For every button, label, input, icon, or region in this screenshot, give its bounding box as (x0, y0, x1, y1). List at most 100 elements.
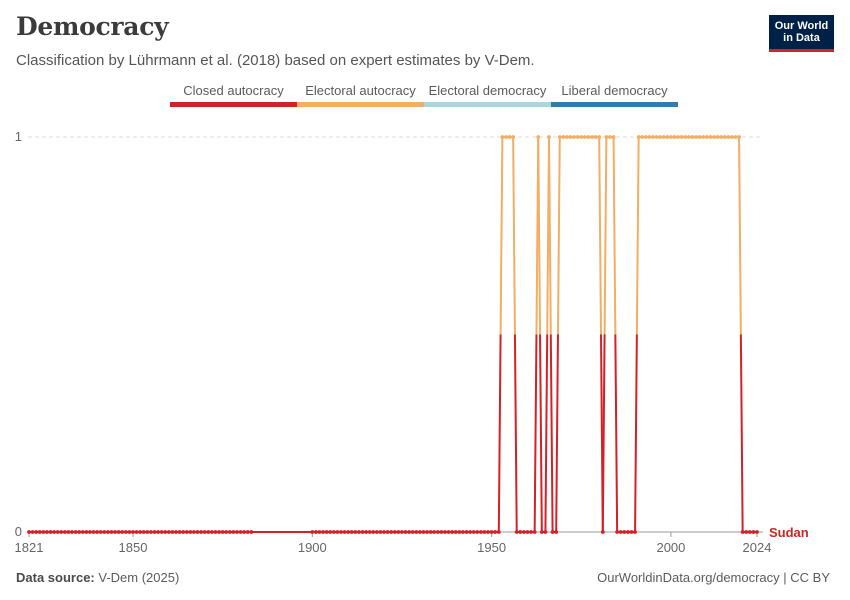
series-segment (603, 136, 608, 335)
data-point-1910 (346, 530, 351, 534)
data-point-1994 (647, 135, 652, 139)
series-segment (537, 136, 542, 335)
data-point-2024 (755, 530, 759, 534)
legend-item-liberal-democracy[interactable]: Liberal democracy (551, 83, 678, 107)
data-point-1834 (73, 530, 78, 534)
data-point-2019 (737, 135, 741, 139)
data-point-1926 (403, 530, 408, 534)
data-point-1845 (113, 530, 117, 534)
data-point-2000 (669, 135, 673, 139)
data-point-1920 (382, 530, 386, 534)
data-point-1933 (428, 530, 433, 534)
data-point-1824 (37, 530, 42, 534)
data-point-1836 (80, 530, 85, 534)
data-point-1930 (417, 530, 422, 534)
data-point-2011 (708, 135, 713, 139)
data-point-1948 (482, 530, 487, 534)
data-point-1850 (131, 530, 135, 534)
data-point-1879 (235, 530, 239, 534)
data-point-1821 (27, 530, 31, 534)
legend-item-closed-autocracy[interactable]: Closed autocracy (170, 83, 297, 107)
series-segment (739, 334, 744, 533)
y-tick-label: 1 (15, 129, 22, 144)
data-point-1878 (231, 530, 236, 534)
data-point-1927 (407, 530, 412, 534)
data-point-1908 (339, 530, 343, 534)
data-point-1875 (220, 530, 225, 534)
series-segment (539, 334, 543, 533)
x-tick-label: 1850 (119, 540, 148, 555)
data-point-1877 (227, 530, 232, 534)
data-point-1915 (364, 530, 369, 534)
data-point-1928 (410, 530, 415, 534)
data-point-1987 (622, 530, 627, 534)
data-point-1874 (217, 530, 221, 534)
data-point-1854 (145, 530, 150, 534)
legend-label: Closed autocracy (183, 83, 284, 98)
legend-swatch (170, 102, 297, 107)
legend-label: Liberal democracy (561, 83, 668, 98)
series-segment (549, 334, 554, 533)
data-point-1999 (665, 135, 670, 139)
data-point-1932 (425, 530, 429, 534)
owid-logo[interactable]: Our World in Data (769, 15, 834, 52)
data-point-1841 (98, 530, 103, 534)
data-point-1959 (521, 530, 526, 534)
source-value[interactable]: V-Dem (2025) (98, 570, 180, 585)
data-point-1832 (66, 530, 71, 534)
data-point-1963 (536, 135, 541, 139)
data-point-1991 (636, 135, 641, 139)
data-point-1880 (238, 530, 243, 534)
data-point-2005 (686, 135, 691, 139)
data-point-1950 (489, 530, 494, 534)
data-point-1981 (600, 530, 605, 534)
data-point-1965 (543, 530, 548, 534)
data-point-1937 (443, 530, 447, 534)
data-point-1982 (604, 135, 609, 139)
data-point-1992 (640, 135, 645, 139)
legend-item-electoral-democracy[interactable]: Electoral democracy (424, 83, 551, 107)
data-point-1947 (478, 530, 483, 534)
data-point-1907 (335, 530, 340, 534)
data-point-1958 (518, 530, 523, 534)
data-point-1881 (242, 530, 247, 534)
data-point-2008 (697, 135, 702, 139)
credit-link[interactable]: OurWorldinData.org/democracy | CC BY (597, 570, 830, 585)
data-point-1838 (88, 530, 92, 534)
legend-item-electoral-autocracy[interactable]: Electoral autocracy (297, 83, 424, 107)
data-point-1919 (378, 530, 383, 534)
chart-subtitle: Classification by Lührmann et al. (2018)… (16, 52, 535, 69)
data-point-1917 (371, 530, 376, 534)
series-segment (601, 334, 606, 533)
data-point-1837 (84, 530, 89, 534)
data-point-2022 (747, 530, 752, 534)
data-point-1925 (400, 530, 404, 534)
data-point-1833 (70, 530, 74, 534)
data-point-1976 (582, 135, 587, 139)
data-point-1944 (468, 530, 473, 534)
series-segment (738, 136, 742, 335)
legend-swatch (424, 102, 551, 107)
data-point-1903 (321, 530, 325, 534)
data-point-1859 (163, 530, 168, 534)
data-point-1990 (633, 530, 637, 534)
data-point-1993 (643, 135, 648, 139)
series-segment (612, 136, 617, 335)
data-point-1973 (572, 135, 577, 139)
data-point-1851 (134, 530, 139, 534)
data-point-1931 (421, 530, 426, 534)
legend-label: Electoral democracy (428, 83, 547, 98)
data-point-1914 (360, 530, 365, 534)
data-point-1873 (213, 530, 218, 534)
x-tick-label: 2024 (743, 540, 772, 555)
data-point-1862 (174, 530, 178, 534)
data-point-1843 (105, 530, 110, 534)
data-point-1858 (159, 530, 164, 534)
x-tick-label: 1821 (15, 540, 44, 555)
x-tick-label: 1900 (298, 540, 327, 555)
data-point-1974 (575, 135, 580, 139)
data-point-1844 (109, 530, 114, 534)
data-point-1975 (579, 135, 584, 139)
data-point-1961 (529, 530, 533, 534)
data-point-1936 (439, 530, 444, 534)
